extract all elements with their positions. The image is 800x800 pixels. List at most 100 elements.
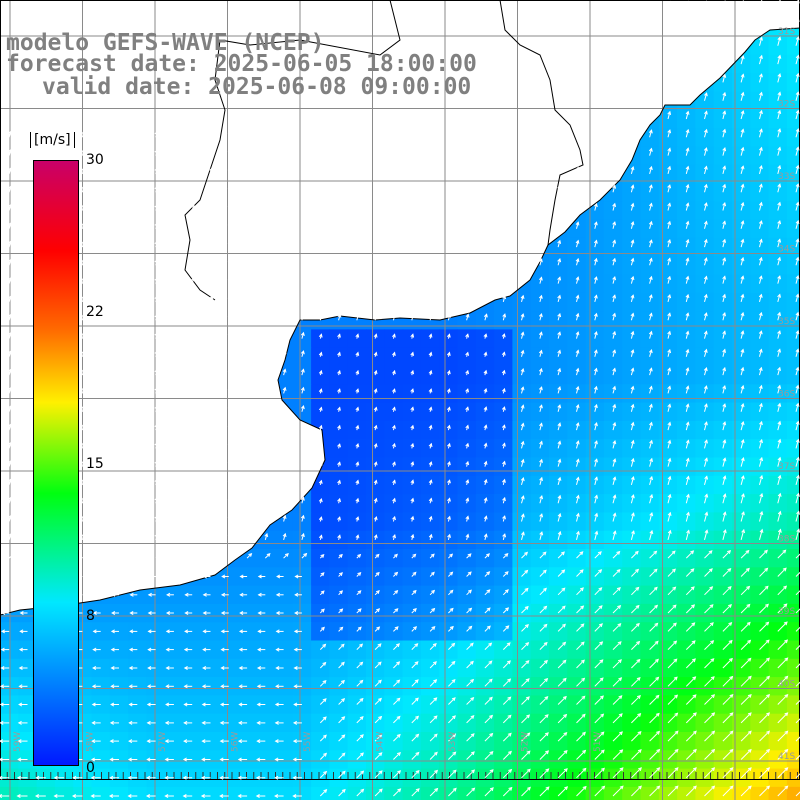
wind-arrow-head: [667, 129, 672, 134]
wind-speed-cell: [695, 274, 715, 294]
wind-arrow-head: [26, 331, 31, 337]
wind-speed-cell: [91, 732, 111, 751]
wind-speed-cell: [494, 439, 513, 459]
wind-speed-cell: [677, 183, 696, 202]
wind-arrow-head: [26, 148, 31, 154]
wind-arrow-head: [667, 165, 672, 170]
wind-arrow-head: [337, 424, 341, 430]
wind-arrow: [777, 239, 781, 248]
wind-speed-cell: [530, 329, 550, 349]
wind-arrow: [557, 258, 561, 266]
wind-arrow-head: [667, 275, 672, 280]
wind-arrow-head: [191, 386, 195, 391]
wind-speed-cell: [622, 237, 642, 257]
wind-arrow: [649, 386, 652, 394]
wind-speed-cell: [329, 439, 349, 459]
wind-speed-cell: [274, 603, 294, 623]
wind-speed-cell: [347, 347, 367, 367]
wind-arrow: [740, 74, 744, 83]
wind-arrow-head: [191, 423, 195, 428]
wind-arrow: [612, 57, 616, 65]
wind-arrow-head: [740, 403, 745, 408]
wind-speed-cell: [750, 219, 770, 239]
wind-speed-cell: [274, 768, 294, 788]
wind-arrow-head: [154, 130, 159, 135]
wind-speed-cell: [128, 732, 147, 751]
wind-arrow-head: [612, 74, 617, 79]
wind-arrow-head: [172, 386, 177, 391]
wind-speed-cell: [567, 475, 587, 495]
wind-arrow-head: [227, 130, 232, 135]
wind-arrow-head: [685, 220, 690, 225]
wind-arrow-head: [667, 238, 672, 244]
wind-arrow: [557, 295, 561, 303]
wind-arrow: [740, 166, 744, 175]
wind-speed-cell: [183, 640, 202, 660]
wind-arrow: [557, 386, 561, 394]
wind-speed-cell: [237, 658, 257, 678]
wind-arrow-head: [447, 167, 452, 172]
wind-arrow-head: [8, 185, 12, 190]
wind-arrow-head: [758, 293, 763, 298]
wind-arrow-head: [648, 220, 653, 226]
wind-arrow-head: [722, 293, 726, 299]
wind-arrow-head: [282, 295, 287, 300]
wind-arrow-head: [593, 38, 598, 43]
wind-arrow-head: [740, 55, 745, 60]
wind-arrow-head: [704, 110, 708, 115]
wind-arrow-head: [209, 130, 214, 135]
wind-arrow: [594, 386, 597, 394]
wind-arrow-head: [483, 203, 488, 208]
wind-speed-cell: [420, 329, 440, 349]
wind-arrow-head: [209, 258, 214, 263]
wind-arrow: [685, 294, 689, 303]
wind-arrow-head: [575, 239, 580, 244]
wind-arrow-head: [795, 219, 800, 225]
wind-arrow: [630, 295, 634, 303]
wind-arrow: [576, 240, 579, 248]
wind-arrow-head: [117, 203, 122, 208]
wind-arrow: [576, 130, 579, 138]
wind-speed-cell: [164, 622, 184, 642]
wind-speed-cell: [732, 366, 751, 385]
wind-speed-cell: [274, 713, 294, 733]
wind-arrow-head: [246, 203, 250, 208]
wind-speed-cell: [420, 457, 440, 477]
wind-arrow: [667, 349, 671, 357]
wind-speed-cell: [677, 109, 696, 129]
wind-arrow-head: [392, 351, 396, 356]
wind-arrow-head: [318, 369, 323, 375]
wind-speed-cell: [713, 366, 733, 385]
wind-arrow-head: [612, 349, 617, 354]
wind-speed-cell: [640, 402, 660, 422]
wind-arrow: [740, 239, 744, 248]
wind-speed-cell: [713, 128, 733, 147]
wind-arrow: [685, 258, 689, 266]
wind-speed-cell: [695, 256, 715, 276]
wind-speed-cell: [603, 786, 623, 800]
wind-arrow: [667, 386, 671, 394]
wind-arrow-head: [191, 331, 195, 337]
wind-arrow-head: [227, 185, 232, 190]
wind-speed-cell: [128, 640, 147, 660]
wind-speed-cell: [91, 750, 111, 770]
wind-arrow-head: [538, 386, 543, 391]
wind-arrow-head: [538, 313, 543, 318]
wind-arrow-head: [117, 331, 122, 337]
wind-speed-cell: [0, 677, 19, 696]
wind-speed-cell: [366, 420, 385, 440]
wind-arrow-head: [795, 17, 800, 22]
wind-arrow: [612, 203, 616, 211]
wind-arrow-head: [117, 423, 122, 428]
wind-arrow-head: [593, 166, 598, 171]
wind-arrow: [521, 387, 524, 394]
wind-arrow-head: [722, 165, 727, 170]
wind-arrow-head: [172, 295, 177, 300]
wind-arrow: [759, 312, 762, 321]
wind-arrow-head: [191, 368, 195, 373]
wind-arrow-head: [483, 313, 488, 318]
wind-arrow-head: [8, 258, 12, 263]
wind-arrow-head: [759, 36, 763, 41]
wind-arrow-head: [538, 349, 543, 354]
wind-arrow-head: [246, 295, 250, 300]
